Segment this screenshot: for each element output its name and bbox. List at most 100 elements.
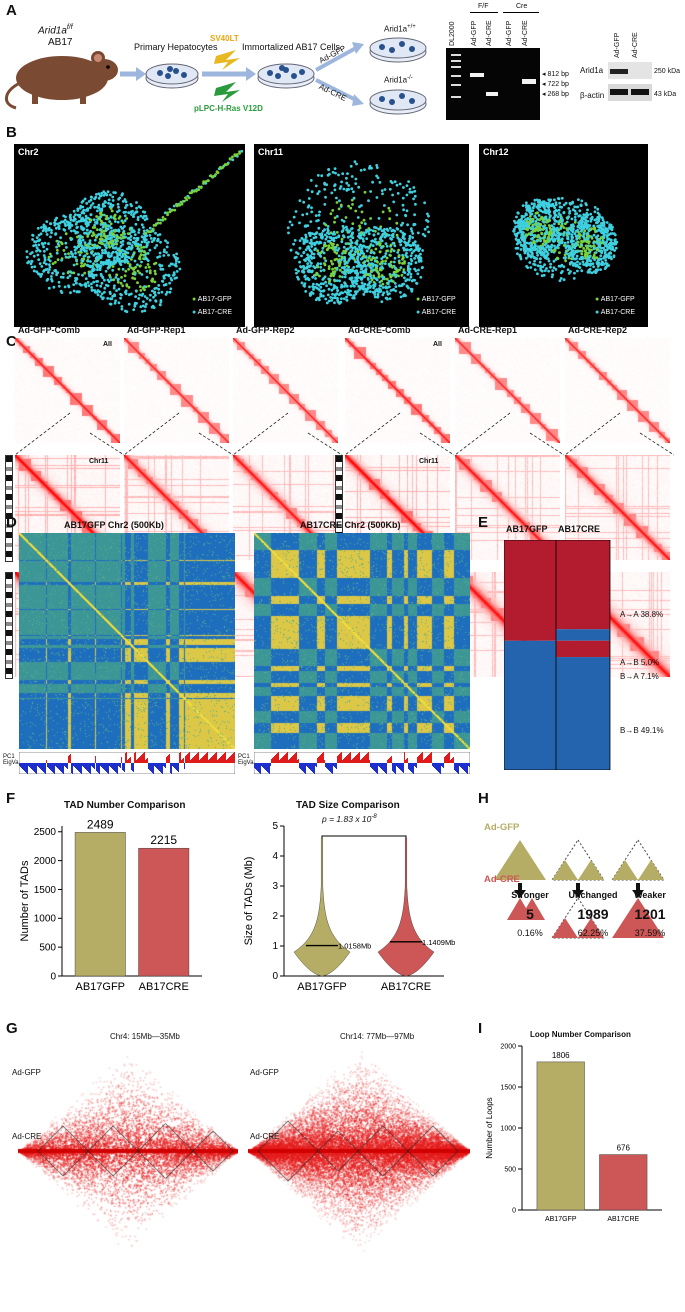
pc1-bar (337, 756, 338, 763)
pc1-bar (352, 759, 353, 763)
pc1-bar (145, 760, 146, 763)
pc1-bar (442, 763, 443, 767)
pc1-bar (371, 763, 372, 768)
pc1-bar (431, 752, 432, 763)
pc1-bar (278, 752, 279, 763)
pc1-bar (357, 754, 358, 763)
pc1-bar (454, 763, 455, 770)
pc1-bar (146, 759, 147, 763)
bar-AB17GFP (74, 832, 126, 977)
pc1-bar (152, 763, 153, 773)
pc1-bar (302, 763, 303, 771)
pc1-bar (403, 763, 404, 773)
pc1-bar (201, 758, 202, 763)
pc1-bar (260, 763, 261, 774)
pc1-bar (282, 757, 283, 763)
pc1-bar (441, 763, 442, 766)
dish-immortalized-icon (257, 63, 315, 89)
pc1-bar (368, 752, 369, 763)
pc1-bar (166, 757, 167, 763)
pc1-track-cre (254, 752, 470, 774)
pc1-bar (466, 763, 467, 773)
pc1-bar (171, 763, 172, 774)
pc1-bar (316, 763, 317, 767)
y-tick-label: 1500 (34, 885, 57, 896)
pc1-bar (393, 763, 394, 772)
tad-size-title: TAD Size Comparison (296, 800, 400, 811)
pc1-bar (447, 754, 448, 763)
pc1-bar (397, 763, 398, 767)
tad-size-chart: 0 1 2 3 4 5 Size of TADs (Mb) 1.0158Mb AB17GFP 1.… (243, 821, 455, 993)
pc1-bar (225, 752, 226, 763)
pc1-bar (453, 757, 454, 763)
wb-size-250: 250 kDa (654, 68, 681, 75)
pc1-track-gfp (19, 752, 235, 774)
sankey-header-gfp: AB17GFP (506, 524, 548, 534)
western-blot-image (608, 62, 652, 101)
pc1-bar (312, 763, 313, 772)
pc1-bar (261, 763, 262, 766)
switch-label-ab: A→B 5.0% (620, 658, 660, 667)
pc1-bar (98, 763, 99, 773)
pc1-bar (458, 763, 459, 774)
pc1-bar (140, 756, 141, 763)
hic-column-header: Ad-GFP-Rep2 (236, 325, 295, 335)
pc1-bar (92, 763, 93, 767)
cre-segment-ba (556, 640, 610, 658)
wt-label: Arid1a+/+ (384, 24, 416, 34)
pc1-bar (364, 756, 365, 763)
pc1-bar (343, 759, 344, 763)
pc1-bar (63, 763, 64, 774)
pc1-bar (85, 763, 86, 769)
pc1-bar (170, 763, 171, 773)
step-immortalized: Immortalized AB17 Cells (242, 42, 341, 52)
pc1-bar (115, 763, 116, 772)
panel-label-c: C (6, 333, 17, 350)
pc1-bar (341, 752, 342, 763)
pc1-bar (161, 763, 162, 773)
hic-column-header: Ad-GFP-Rep1 (127, 325, 186, 335)
gel-group-cre: Cre (516, 3, 528, 10)
pc1-bar (74, 763, 75, 767)
pc1-bar (184, 763, 185, 769)
pc1-bar (378, 763, 379, 766)
hic-row-label: Chr11 (89, 458, 109, 465)
chr11-legend-gfp: ● AB17-GFP (416, 296, 456, 303)
pc1-bar (108, 763, 109, 774)
pc1-bar (71, 763, 72, 773)
pc1-bar (216, 752, 217, 763)
gel-image (446, 48, 540, 120)
pc1-bar (257, 763, 258, 771)
pc1-bar (320, 755, 321, 763)
pc1-bar (162, 763, 163, 774)
pc1-bar (401, 763, 402, 771)
pc1-bar (102, 763, 103, 768)
y-tick-label: 0 (512, 1207, 516, 1214)
pc1-bar (366, 754, 367, 763)
pc1-bar (182, 759, 183, 763)
percent-weaker: 37.59% (634, 928, 666, 938)
pc1-bar (292, 756, 293, 763)
pc1-bar (56, 763, 57, 767)
pc1-bar (303, 763, 304, 772)
pc1-bar (273, 757, 274, 763)
pc1-bar (180, 752, 181, 763)
compartment-title-gfp: AB17GFP Chr2 (500Kb) (64, 520, 164, 530)
pc1-track-label-cre: PC1 EigVal (238, 754, 255, 766)
pc1-bar (142, 754, 143, 763)
pc1-bar (138, 758, 139, 763)
pc1-bar (457, 763, 458, 773)
pc1-bar (141, 755, 142, 763)
significance-bracket (321, 835, 407, 840)
pc1-bar (214, 754, 215, 763)
pc1-bar (117, 763, 118, 774)
mouse-line: AB17 (48, 37, 73, 48)
pc1-bar (163, 763, 164, 766)
pc1-bar (44, 763, 45, 773)
pc1-bar (289, 759, 290, 763)
pc1-bar (433, 763, 434, 767)
pc1-bar (400, 763, 401, 770)
pc1-bar (430, 753, 431, 763)
pc1-bar (148, 763, 149, 769)
pc1-bar (351, 760, 352, 763)
